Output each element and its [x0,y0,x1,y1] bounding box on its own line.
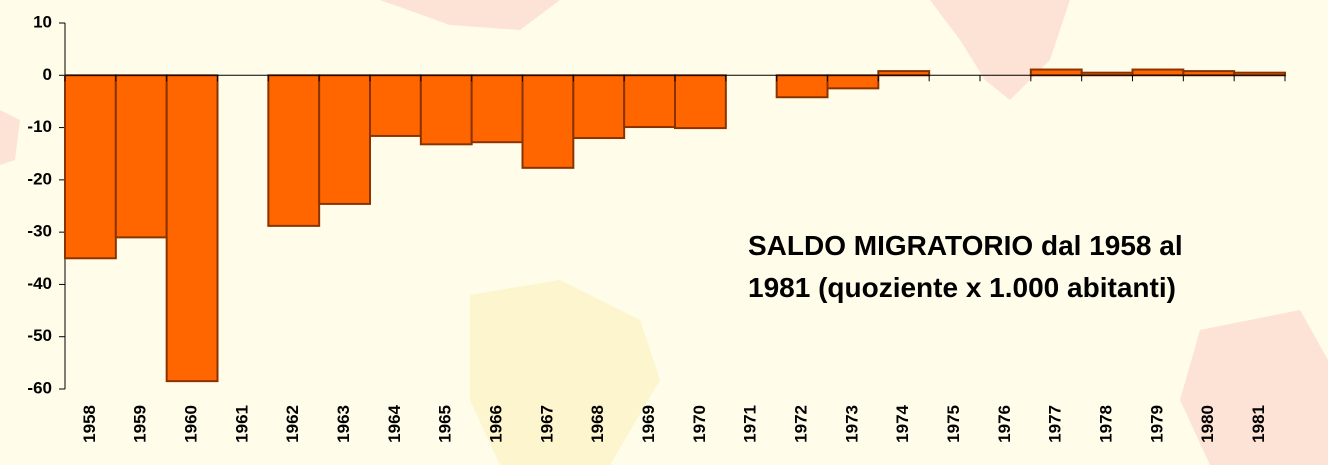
bar [319,75,370,204]
x-tick-label: 1973 [842,405,861,443]
x-tick-label: 1961 [232,405,251,443]
bar [523,75,574,168]
y-tick-label: -20 [27,169,52,188]
bar [167,75,218,381]
y-tick-label: -40 [27,274,52,293]
y-tick-label: 10 [33,12,52,31]
x-tick-label: 1974 [893,404,912,442]
bar [472,75,523,142]
bar [116,75,167,237]
x-tick-label: 1981 [1249,405,1268,443]
x-tick-label: 1980 [1198,405,1217,443]
x-tick-label: 1975 [944,405,963,443]
x-tick-label: 1978 [1097,405,1116,443]
bar [268,75,319,226]
x-tick-label: 1964 [385,404,404,442]
bar [65,75,116,258]
x-tick-label: 1971 [741,405,760,443]
bar [878,71,929,75]
x-tick-label: 1972 [792,405,811,443]
bar [1031,70,1082,76]
x-tick-label: 1968 [588,405,607,443]
bar [370,75,421,136]
bar [421,75,472,144]
chart-title: 1981 (quoziente x 1.000 abitanti) [748,272,1176,303]
bar [624,75,675,127]
x-tick-label: 1967 [537,405,556,443]
bar [1133,70,1184,76]
x-tick-label: 1979 [1147,405,1166,443]
x-tick-label: 1970 [690,405,709,443]
chart-title: SALDO MIGRATORIO dal 1958 al [748,230,1183,261]
bar [828,75,879,88]
x-tick-label: 1976 [995,405,1014,443]
y-tick-label: -60 [27,378,52,397]
bar [777,75,828,97]
y-tick-label: -10 [27,117,52,136]
x-tick-label: 1958 [80,405,99,443]
x-tick-label: 1969 [639,405,658,443]
bar [573,75,624,138]
x-tick-label: 1977 [1046,405,1065,443]
x-tick-label: 1963 [334,405,353,443]
y-tick-label: -30 [27,222,52,241]
x-tick-label: 1966 [487,405,506,443]
bar [675,75,726,128]
x-tick-label: 1959 [131,405,150,443]
x-tick-label: 1962 [283,405,302,443]
chart: SALDO MIGRATORIO dal 1958 al 1981 (quozi… [0,0,1328,465]
y-tick-label: 0 [43,65,52,84]
y-tick-label: -50 [27,326,52,345]
x-tick-label: 1960 [182,405,201,443]
x-tick-label: 1965 [436,405,455,443]
bar [1183,71,1234,75]
